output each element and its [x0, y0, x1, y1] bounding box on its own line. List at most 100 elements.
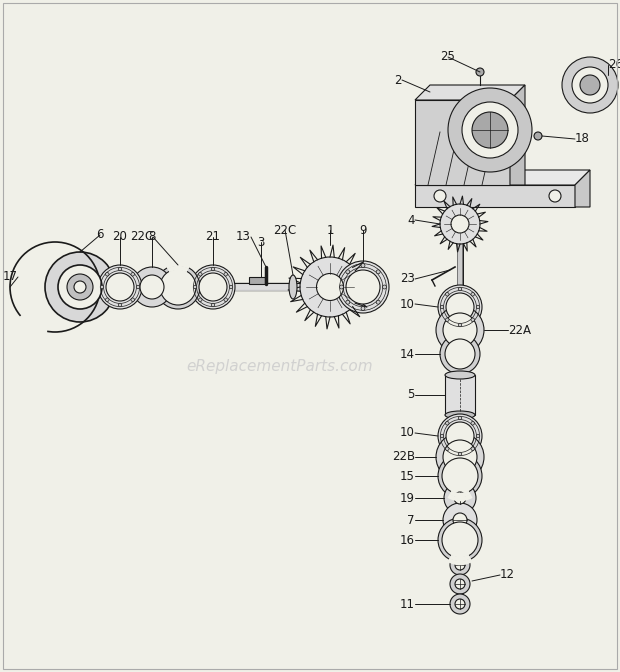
Circle shape — [450, 574, 470, 594]
Text: 3: 3 — [257, 235, 265, 249]
Circle shape — [445, 339, 475, 369]
Circle shape — [446, 422, 474, 450]
Circle shape — [346, 270, 350, 274]
Circle shape — [316, 274, 343, 300]
Text: 23: 23 — [400, 273, 415, 286]
Circle shape — [300, 257, 360, 317]
Circle shape — [455, 560, 465, 570]
Circle shape — [440, 305, 444, 308]
Text: 20: 20 — [113, 230, 128, 243]
Circle shape — [211, 267, 215, 271]
Circle shape — [140, 275, 164, 299]
Circle shape — [444, 482, 476, 514]
Circle shape — [471, 318, 474, 321]
Circle shape — [436, 433, 484, 481]
Circle shape — [471, 292, 474, 296]
Text: 10: 10 — [400, 427, 415, 439]
Text: 26: 26 — [608, 58, 620, 71]
Polygon shape — [415, 85, 525, 100]
Circle shape — [455, 579, 465, 589]
Circle shape — [476, 68, 484, 76]
Circle shape — [442, 458, 478, 494]
Text: 21: 21 — [205, 230, 221, 243]
Text: 22A: 22A — [508, 323, 531, 337]
Text: 18: 18 — [575, 132, 590, 146]
Polygon shape — [510, 85, 525, 185]
Text: 16: 16 — [400, 534, 415, 546]
Text: 17: 17 — [3, 271, 18, 284]
Circle shape — [476, 305, 480, 308]
Polygon shape — [415, 185, 575, 207]
Circle shape — [476, 434, 480, 437]
Text: eReplacementParts.com: eReplacementParts.com — [187, 360, 373, 374]
Text: 12: 12 — [500, 569, 515, 581]
Circle shape — [446, 293, 474, 321]
Circle shape — [156, 265, 200, 309]
Circle shape — [198, 273, 202, 276]
Circle shape — [455, 599, 465, 609]
Circle shape — [442, 522, 478, 558]
Circle shape — [440, 334, 480, 374]
Circle shape — [462, 102, 518, 158]
Ellipse shape — [445, 371, 475, 379]
Text: 13: 13 — [236, 230, 251, 243]
Circle shape — [346, 300, 350, 304]
Circle shape — [383, 285, 386, 289]
Circle shape — [436, 306, 484, 354]
Circle shape — [340, 285, 343, 289]
Circle shape — [67, 274, 93, 300]
Circle shape — [448, 88, 532, 172]
Polygon shape — [575, 170, 590, 207]
Circle shape — [136, 285, 140, 289]
Circle shape — [199, 273, 227, 301]
Circle shape — [471, 421, 474, 425]
Circle shape — [446, 292, 449, 296]
Circle shape — [472, 112, 508, 148]
Polygon shape — [415, 100, 510, 185]
Circle shape — [211, 303, 215, 306]
Text: 9: 9 — [359, 224, 367, 237]
Circle shape — [131, 298, 135, 302]
Circle shape — [438, 518, 482, 562]
Circle shape — [440, 434, 444, 437]
Text: 7: 7 — [407, 513, 415, 526]
Circle shape — [458, 287, 462, 291]
Circle shape — [454, 492, 466, 504]
Circle shape — [451, 215, 469, 233]
Circle shape — [458, 416, 462, 420]
Text: 22C: 22C — [130, 230, 153, 243]
Circle shape — [193, 285, 197, 289]
Circle shape — [438, 285, 482, 329]
Circle shape — [580, 75, 600, 95]
Circle shape — [434, 190, 446, 202]
Circle shape — [446, 447, 449, 450]
Circle shape — [446, 318, 449, 321]
Text: 6: 6 — [96, 228, 104, 241]
Circle shape — [361, 306, 365, 310]
Circle shape — [105, 298, 109, 302]
Circle shape — [346, 270, 380, 304]
Circle shape — [534, 132, 542, 140]
Circle shape — [74, 281, 86, 293]
Circle shape — [443, 313, 477, 347]
Text: 22B: 22B — [392, 450, 415, 464]
Circle shape — [446, 421, 449, 425]
Circle shape — [440, 204, 480, 244]
Bar — [445, 375, 475, 415]
Circle shape — [224, 273, 228, 276]
Circle shape — [160, 269, 196, 305]
Text: 22C: 22C — [273, 224, 296, 237]
Circle shape — [106, 273, 134, 301]
Circle shape — [229, 285, 232, 289]
Circle shape — [562, 57, 618, 113]
Circle shape — [438, 454, 482, 498]
Circle shape — [131, 273, 135, 276]
Circle shape — [45, 252, 115, 322]
Circle shape — [458, 452, 462, 456]
Polygon shape — [415, 170, 590, 185]
Text: 1: 1 — [326, 224, 334, 237]
Text: 14: 14 — [400, 347, 415, 360]
Circle shape — [549, 190, 561, 202]
Text: 4: 4 — [407, 214, 415, 226]
Circle shape — [376, 300, 380, 304]
